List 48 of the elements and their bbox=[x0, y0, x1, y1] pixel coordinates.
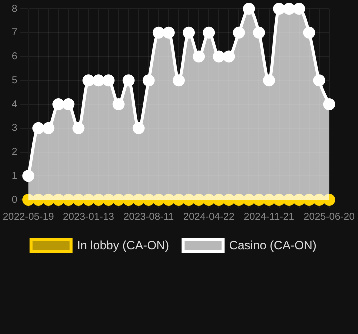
point bbox=[233, 26, 246, 39]
point bbox=[82, 74, 95, 87]
point bbox=[22, 170, 35, 182]
point bbox=[173, 74, 185, 87]
point bbox=[52, 98, 65, 110]
point bbox=[273, 3, 286, 15]
x-tick-label: 2025-06-20 bbox=[304, 212, 356, 223]
point bbox=[42, 122, 55, 134]
y-tick-label: 3 bbox=[12, 123, 18, 134]
point bbox=[183, 26, 196, 39]
legend-label: In lobby (CA-ON) bbox=[77, 238, 170, 252]
point bbox=[243, 3, 256, 15]
point bbox=[142, 74, 155, 87]
x-tick-label: 2024-11-21 bbox=[244, 212, 295, 223]
y-tick-label: 0 bbox=[12, 194, 18, 206]
point bbox=[62, 98, 75, 110]
point bbox=[122, 74, 135, 87]
point bbox=[303, 26, 316, 39]
point bbox=[213, 50, 226, 63]
point bbox=[223, 50, 236, 63]
point bbox=[152, 26, 165, 39]
point bbox=[132, 122, 145, 134]
point bbox=[162, 26, 175, 39]
point bbox=[102, 74, 115, 87]
point bbox=[263, 74, 276, 87]
point bbox=[112, 98, 125, 110]
y-tick-label: 1 bbox=[12, 170, 18, 182]
point bbox=[293, 3, 306, 15]
y-tick-label: 8 bbox=[12, 4, 18, 15]
point bbox=[203, 26, 216, 39]
x-tick-label: 2023-01-13 bbox=[63, 212, 115, 223]
point bbox=[313, 74, 326, 87]
point bbox=[253, 26, 266, 39]
x-tick-label: 2022-05-19 bbox=[3, 212, 55, 223]
legend-label: Casino (CA-ON) bbox=[229, 238, 317, 252]
x-tick-label: 2023-08-11 bbox=[124, 212, 175, 223]
point bbox=[323, 98, 336, 110]
y-tick-label: 7 bbox=[12, 28, 18, 39]
y-tick-label: 5 bbox=[12, 75, 18, 86]
y-tick-label: 6 bbox=[12, 52, 18, 62]
y-tick-label: 2 bbox=[12, 147, 18, 158]
point bbox=[72, 122, 85, 134]
y-tick-label: 4 bbox=[12, 99, 18, 110]
point bbox=[92, 74, 105, 87]
point bbox=[32, 122, 45, 134]
point bbox=[193, 50, 206, 63]
x-tick-label: 2024-04-22 bbox=[184, 212, 236, 223]
point bbox=[283, 3, 296, 15]
